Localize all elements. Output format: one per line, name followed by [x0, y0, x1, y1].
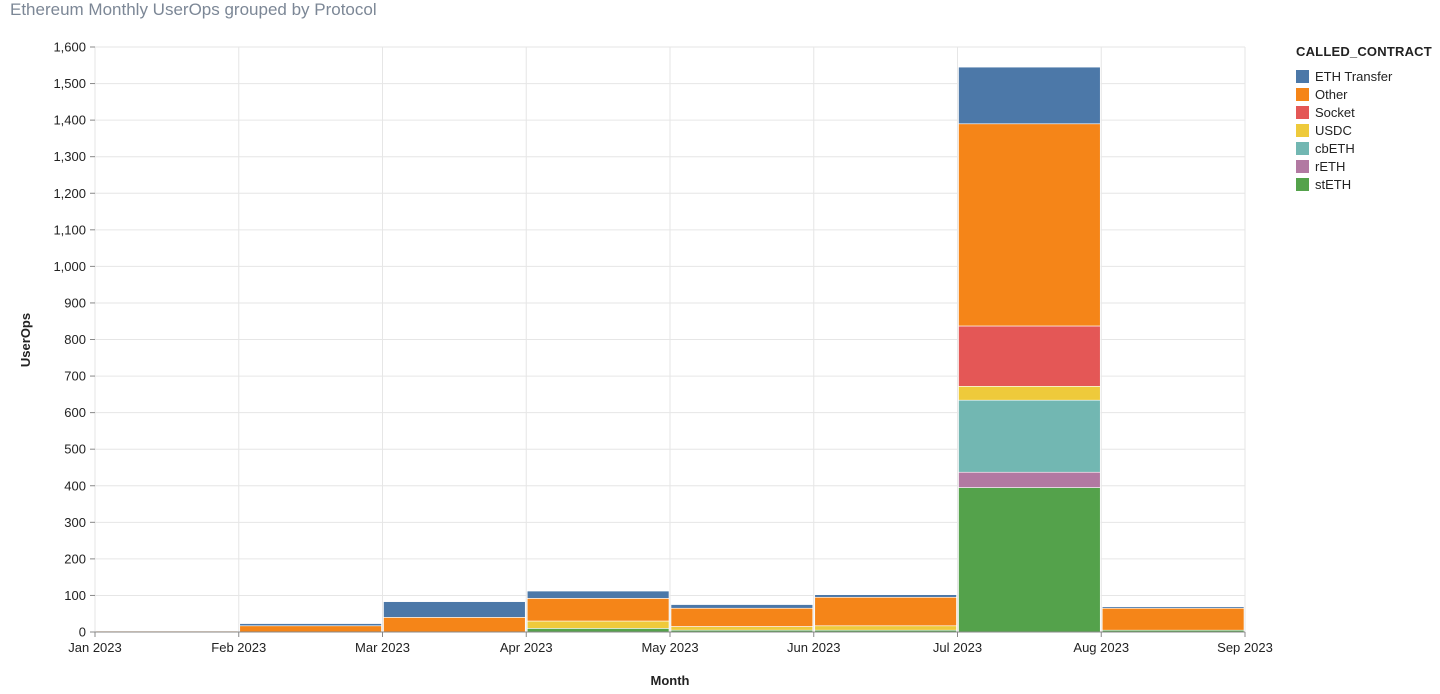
bar-segment-eth-transfer[interactable]: [958, 66, 1101, 125]
y-tick-label: 200: [64, 551, 86, 566]
legend-swatch: [1296, 105, 1309, 119]
legend-item-eth-transfer[interactable]: ETH Transfer: [1296, 67, 1432, 85]
legend-item-steth[interactable]: stETH: [1296, 175, 1432, 193]
legend: CALLED_CONTRACT ETH Transfer Other Socket U…: [1296, 44, 1432, 193]
bar-segment-reth[interactable]: [958, 471, 1101, 488]
legend-item-other[interactable]: Other: [1296, 85, 1432, 103]
x-axis-title: Month: [651, 673, 690, 688]
y-tick-label: 300: [64, 515, 86, 530]
bar-segment-other[interactable]: [814, 596, 957, 627]
legend-swatch: [1296, 123, 1309, 137]
x-tick-label: Apr 2023: [500, 640, 553, 655]
x-tick-label: Mar 2023: [355, 640, 410, 655]
bar-segment-other[interactable]: [670, 607, 814, 627]
y-tick-label: 400: [64, 478, 86, 493]
legend-item-socket[interactable]: Socket: [1296, 103, 1432, 121]
bar-segment-eth-transfer[interactable]: [670, 604, 814, 609]
bar-segment-other[interactable]: [1101, 607, 1245, 631]
y-tick-label: 1,300: [53, 149, 86, 164]
chart-title: Ethereum Monthly UserOps grouped by Prot…: [10, 0, 377, 19]
y-tick-label: 0: [79, 625, 86, 640]
legend-item-reth[interactable]: rETH: [1296, 157, 1432, 175]
legend-label: stETH: [1315, 176, 1352, 192]
y-tick-label: 700: [64, 369, 86, 384]
y-tick-label: 1,500: [53, 76, 86, 91]
bar-segment-eth-transfer[interactable]: [95, 630, 239, 632]
bar-segment-socket[interactable]: [958, 325, 1101, 387]
x-tick-label: Aug 2023: [1073, 640, 1129, 655]
bar-segment-other[interactable]: [526, 598, 670, 622]
legend-swatch: [1296, 87, 1309, 101]
legend-label: Socket: [1315, 104, 1355, 120]
x-tick-label: May 2023: [641, 640, 698, 655]
x-tick-label: Feb 2023: [211, 640, 266, 655]
stacked-bar-chart: 0 100 200 300 400 500 600 700 800 900 1,000 1,100 1,…: [18, 40, 1273, 689]
y-tick-label: 1,000: [53, 259, 86, 274]
bar-segment-steth[interactable]: [526, 628, 670, 633]
legend-swatch: [1296, 177, 1309, 191]
legend-label: USDC: [1315, 122, 1352, 138]
y-tick-label: 900: [64, 295, 86, 310]
y-axis-ticks: 0 100 200 300 400 500 600 700 800 900 1,000 1,100 1,…: [53, 40, 95, 640]
legend-label: Other: [1315, 86, 1348, 102]
legend-label: cbETH: [1315, 140, 1355, 156]
x-tick-label: Sep 2023: [1217, 640, 1273, 655]
y-tick-label: 1,200: [53, 186, 86, 201]
bar-segment-other[interactable]: [383, 617, 526, 633]
x-tick-label: Jun 2023: [787, 640, 841, 655]
y-tick-label: 500: [64, 442, 86, 457]
y-tick-label: 600: [64, 405, 86, 420]
bar-segments: [95, 66, 1245, 633]
y-tick-label: 1,600: [53, 40, 86, 55]
legend-swatch: [1296, 159, 1309, 173]
bar-segment-eth-transfer[interactable]: [526, 590, 670, 599]
y-tick-label: 1,400: [53, 113, 86, 128]
y-tick-label: 100: [64, 588, 86, 603]
bar-segment-usdc[interactable]: [814, 625, 957, 631]
y-axis-title: UserOps: [18, 313, 33, 367]
bar-segment-steth[interactable]: [958, 487, 1101, 633]
x-axis-ticks: Jan 2023 Feb 2023 Mar 2023 Apr 2023 May 2023…: [68, 631, 1273, 655]
bar-segment-usdc[interactable]: [526, 620, 670, 629]
legend-swatch: [1296, 141, 1309, 155]
legend-title: CALLED_CONTRACT: [1296, 44, 1432, 59]
x-tick-label: Jan 2023: [68, 640, 122, 655]
bar-segment-usdc[interactable]: [670, 626, 814, 631]
legend-label: ETH Transfer: [1315, 68, 1393, 84]
legend-label: rETH: [1315, 158, 1346, 174]
x-tick-label: Jul 2023: [933, 640, 982, 655]
y-tick-label: 1,100: [53, 222, 86, 237]
bar-segment-cbeth[interactable]: [958, 399, 1101, 473]
bar-segment-other[interactable]: [239, 625, 382, 633]
bar-segment-usdc[interactable]: [958, 385, 1101, 401]
y-tick-label: 800: [64, 332, 86, 347]
legend-item-cbeth[interactable]: cbETH: [1296, 139, 1432, 157]
bar-segment-eth-transfer[interactable]: [814, 594, 957, 598]
legend-swatch: [1296, 69, 1309, 83]
legend-item-usdc[interactable]: USDC: [1296, 121, 1432, 139]
bar-segment-eth-transfer[interactable]: [239, 623, 382, 627]
bar-segment-eth-transfer[interactable]: [1101, 606, 1245, 609]
bar-segment-eth-transfer[interactable]: [383, 601, 526, 618]
bar-segment-other[interactable]: [958, 123, 1101, 327]
